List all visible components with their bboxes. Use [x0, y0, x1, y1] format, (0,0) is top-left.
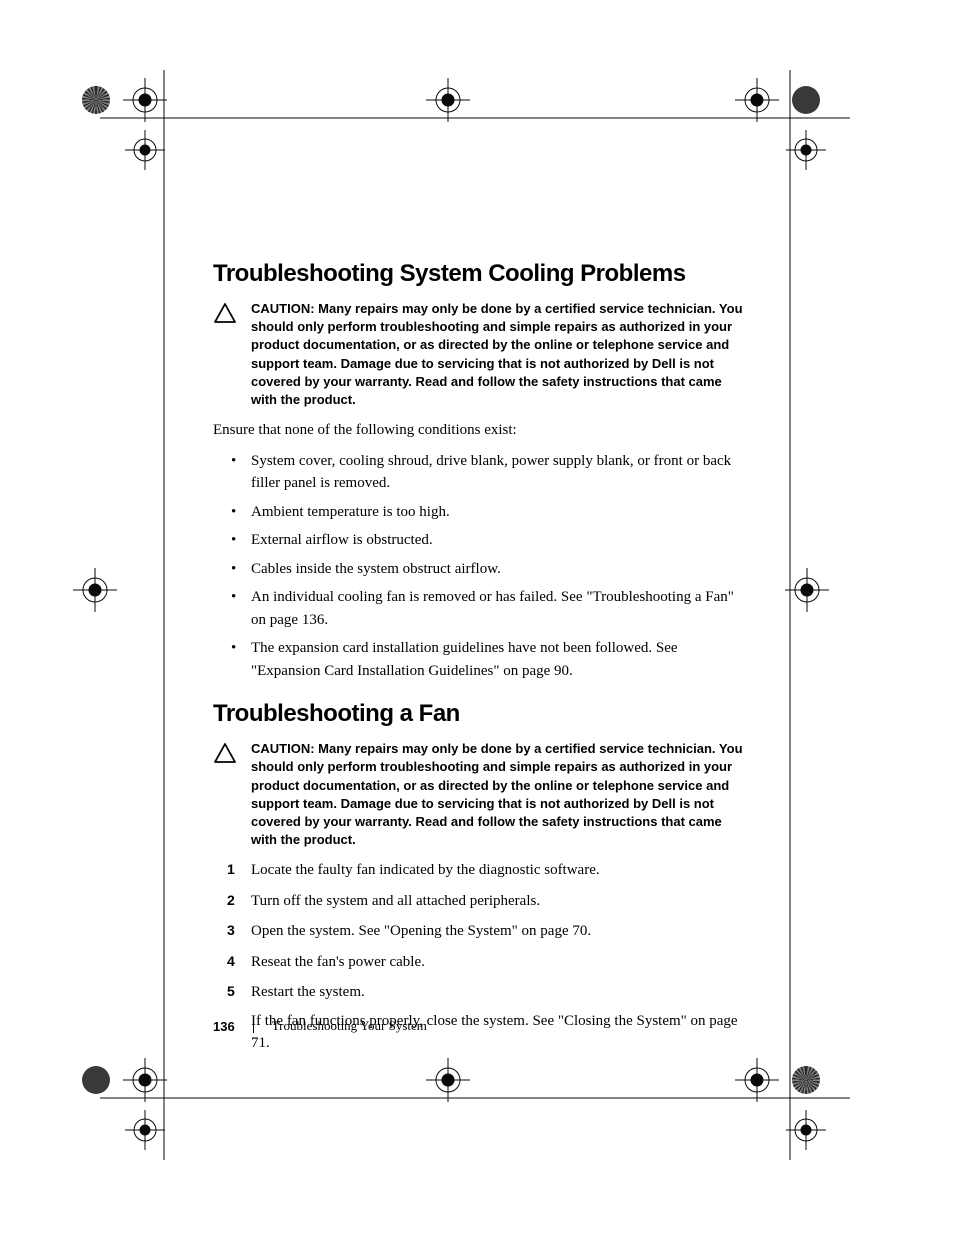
list-item: 1Locate the faulty fan indicated by the …	[251, 859, 743, 882]
section1-bullets: System cover, cooling shroud, drive blan…	[213, 450, 743, 683]
list-item: 4Reseat the fan's power cable.	[251, 951, 743, 974]
step-text: Locate the faulty fan indicated by the d…	[251, 862, 600, 878]
caution-label: CAUTION:	[251, 741, 318, 756]
section1-intro: Ensure that none of the following condit…	[213, 419, 743, 442]
page-footer: 136 Troubleshooting Your System	[213, 1018, 427, 1034]
step-number: 2	[227, 890, 235, 911]
registration-mark	[780, 124, 832, 176]
registration-mark	[119, 1054, 171, 1106]
footer-title: Troubleshooting Your System	[272, 1018, 427, 1034]
step-text: Turn off the system and all attached per…	[251, 893, 540, 909]
registration-mark	[119, 74, 171, 126]
caution-body: Many repairs may only be done by a certi…	[251, 301, 743, 407]
registration-mark	[780, 1104, 832, 1156]
step-text: Open the system. See "Opening the System…	[251, 923, 591, 939]
section2-caution: CAUTION: Many repairs may only be done b…	[213, 740, 743, 849]
registration-mark	[731, 74, 783, 126]
section2-caution-text: CAUTION: Many repairs may only be done b…	[251, 740, 743, 849]
registration-mark	[119, 1104, 171, 1156]
step-text: Reseat the fan's power cable.	[251, 954, 425, 970]
list-item: Ambient temperature is too high.	[251, 501, 743, 524]
section1-heading: Troubleshooting System Cooling Problems	[213, 260, 743, 288]
caution-label: CAUTION:	[251, 301, 318, 316]
section1-caution: CAUTION: Many repairs may only be done b…	[213, 300, 743, 409]
list-item: An individual cooling fan is removed or …	[251, 586, 743, 631]
page-content: Troubleshooting System Cooling Problems …	[213, 260, 743, 1063]
crop-dot	[82, 1066, 110, 1094]
list-item: 3Open the system. See "Opening the Syste…	[251, 920, 743, 943]
caution-icon	[213, 740, 241, 769]
step-number: 5	[227, 981, 235, 1002]
page-number: 136	[213, 1019, 235, 1034]
registration-mark	[69, 564, 121, 616]
caution-icon	[213, 300, 241, 329]
list-item: The expansion card installation guidelin…	[251, 637, 743, 682]
step-number: 1	[227, 859, 235, 880]
step-number: 4	[227, 951, 235, 972]
step-number: 3	[227, 920, 235, 941]
section2-heading: Troubleshooting a Fan	[213, 700, 743, 728]
registration-mark	[422, 74, 474, 126]
footer-divider	[253, 1019, 254, 1033]
crop-dot	[792, 1066, 820, 1094]
list-item: System cover, cooling shroud, drive blan…	[251, 450, 743, 495]
crop-dot	[792, 86, 820, 114]
registration-mark	[781, 564, 833, 616]
section1-caution-text: CAUTION: Many repairs may only be done b…	[251, 300, 743, 409]
list-item: Cables inside the system obstruct airflo…	[251, 558, 743, 581]
list-item: External airflow is obstructed.	[251, 529, 743, 552]
step-text: Restart the system.	[251, 984, 365, 1000]
crop-dot	[82, 86, 110, 114]
registration-mark	[119, 124, 171, 176]
list-item: 2Turn off the system and all attached pe…	[251, 890, 743, 913]
caution-body: Many repairs may only be done by a certi…	[251, 741, 743, 847]
